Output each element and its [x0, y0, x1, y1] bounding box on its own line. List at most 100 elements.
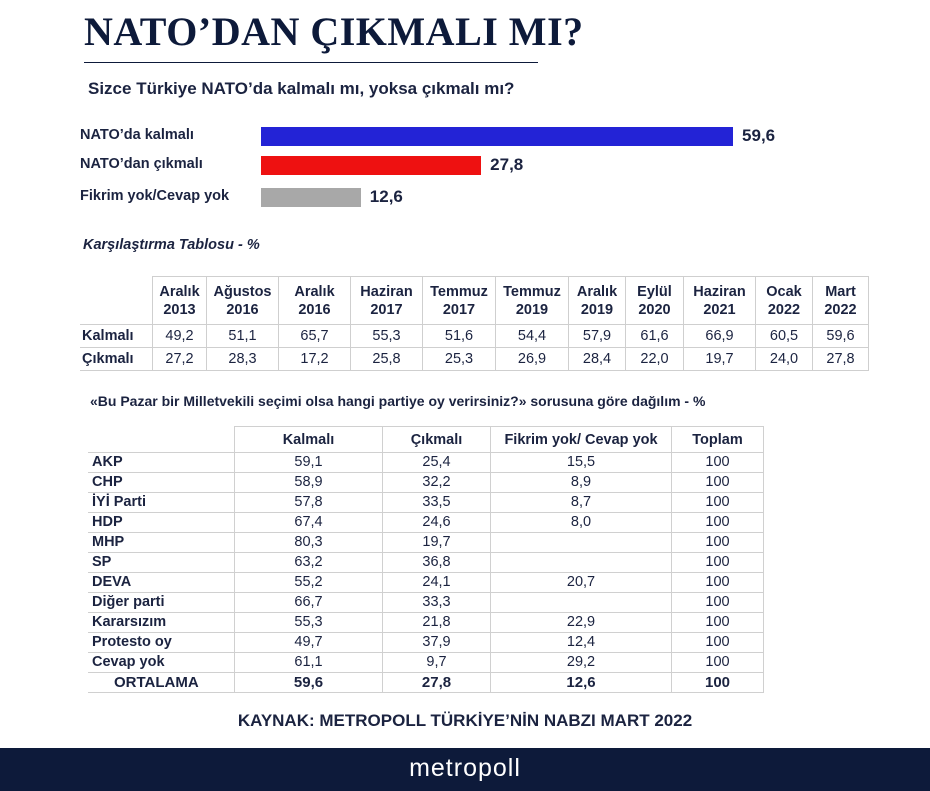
table-cell: 100	[671, 452, 764, 473]
column-year: 2013	[163, 301, 196, 318]
table-cell: 49,2	[152, 324, 207, 348]
comparison-table-title: Karşılaştırma Tablosu - %	[83, 237, 260, 253]
table-row: Cevap yok 61,1 9,7 29,2 100	[88, 652, 764, 673]
table-cell: 22,0	[625, 347, 684, 371]
column-header: Haziran 2021	[683, 276, 756, 325]
table-cell: 100	[671, 552, 764, 573]
corner-cell	[80, 276, 153, 325]
column-month: Haziran	[360, 283, 413, 300]
table-cell: 59,6	[812, 324, 869, 348]
row-label: Kararsızım	[88, 612, 235, 633]
table-cell: 24,0	[755, 347, 813, 371]
table-cell: 33,3	[382, 592, 491, 613]
title-underline	[84, 62, 538, 63]
table-cell: 51,1	[206, 324, 279, 348]
column-month: Aralık	[159, 283, 200, 300]
party-table-title: «Bu Pazar bir Milletvekili seçimi olsa h…	[90, 393, 706, 409]
table-row: AKP 59,1 25,4 15,5 100	[88, 452, 764, 473]
table-cell: 17,2	[278, 347, 351, 371]
table-cell: 37,9	[382, 632, 491, 653]
column-month: Mart	[825, 283, 856, 300]
row-label: MHP	[88, 532, 235, 553]
column-year: 2022	[824, 301, 857, 318]
row-label: ORTALAMA	[88, 672, 235, 693]
table-cell: 57,9	[568, 324, 626, 348]
table-cell: 80,3	[234, 532, 383, 553]
column-header: Haziran 2017	[350, 276, 423, 325]
table-cell	[490, 592, 672, 613]
bar-label: NATO’da kalmalı	[80, 127, 194, 143]
table-cell: 12,6	[490, 672, 672, 693]
table-cell: 8,0	[490, 512, 672, 533]
bar	[261, 188, 361, 207]
table-cell: 49,7	[234, 632, 383, 653]
column-month: Temmuz	[503, 283, 561, 300]
table-cell: 26,9	[495, 347, 569, 371]
table-cell: 29,2	[490, 652, 672, 673]
table-cell: 27,8	[382, 672, 491, 693]
table-cell: 59,6	[234, 672, 383, 693]
table-cell: 100	[671, 572, 764, 593]
table-row: Diğer parti 66,7 33,3 100	[88, 592, 764, 613]
footer-bar: metropoll	[0, 748, 930, 791]
row-label: CHP	[88, 472, 235, 493]
column-year: 2016	[226, 301, 259, 318]
table-row: ORTALAMA 59,6 27,8 12,6 100	[88, 672, 764, 693]
table-cell: 100	[671, 472, 764, 493]
column-header: Aralık 2013	[152, 276, 207, 325]
table-cell: 100	[671, 532, 764, 553]
row-label: Çıkmalı	[80, 347, 153, 371]
table-cell: 24,1	[382, 572, 491, 593]
column-month: Eylül	[637, 283, 672, 300]
column-year: 2020	[638, 301, 671, 318]
row-label: HDP	[88, 512, 235, 533]
table-cell: 32,2	[382, 472, 491, 493]
table-row: MHP 80,3 19,7 100	[88, 532, 764, 553]
bar-value-label: 12,6	[369, 187, 403, 206]
column-header: Toplam	[671, 426, 764, 453]
table-row: Protesto oy 49,7 37,9 12,4 100	[88, 632, 764, 653]
column-month: Haziran	[693, 283, 746, 300]
column-year: 2016	[298, 301, 331, 318]
column-header: Ocak 2022	[755, 276, 813, 325]
table-cell: 100	[671, 652, 764, 673]
table-cell: 61,6	[625, 324, 684, 348]
table-cell: 65,7	[278, 324, 351, 348]
table-row: Kararsızım 55,3 21,8 22,9 100	[88, 612, 764, 633]
table-row: Çıkmalı 27,2 28,3 17,2 25,8 25,3 26,9 28,4 22,0 1…	[80, 347, 869, 371]
table-cell: 100	[671, 592, 764, 613]
column-header: Ağustos 2016	[206, 276, 279, 325]
brand-logo: metropoll	[409, 754, 521, 782]
table-cell: 27,8	[812, 347, 869, 371]
table-row: HDP 67,4 24,6 8,0 100	[88, 512, 764, 533]
table-cell: 24,6	[382, 512, 491, 533]
table-row: İYİ Parti 57,8 33,5 8,7 100	[88, 492, 764, 513]
table-row: SP 63,2 36,8 100	[88, 552, 764, 573]
table-cell: 25,4	[382, 452, 491, 473]
corner-cell	[88, 426, 235, 453]
table-cell: 58,9	[234, 472, 383, 493]
table-cell: 100	[671, 512, 764, 533]
table-cell: 51,6	[422, 324, 496, 348]
table-cell: 61,1	[234, 652, 383, 673]
column-header: Temmuz 2017	[422, 276, 496, 325]
table-cell: 8,7	[490, 492, 672, 513]
bar-value-label: 59,6	[742, 126, 776, 145]
row-label: Diğer parti	[88, 592, 235, 613]
table-cell: 67,4	[234, 512, 383, 533]
table-row: Kalmalı 49,2 51,1 65,7 55,3 51,6 54,4 57,9 61,6 6…	[80, 324, 869, 348]
table-cell: 27,2	[152, 347, 207, 371]
column-year: 2021	[703, 301, 736, 318]
column-year: 2019	[580, 301, 614, 318]
page-title: NATO’DAN ÇIKMALI MI?	[84, 9, 584, 54]
row-label: Cevap yok	[88, 652, 235, 673]
table-cell: 15,5	[490, 452, 672, 473]
table-cell: 9,7	[382, 652, 491, 673]
table-cell: 66,7	[234, 592, 383, 613]
table-cell: 55,3	[234, 612, 383, 633]
table-cell: 66,9	[683, 324, 756, 348]
column-month: Aralık	[576, 283, 618, 300]
party-table: Kalmalı Çıkmalı Fikrim yok/ Cevap yok Topla…	[88, 426, 764, 693]
column-header: Mart 2022	[812, 276, 869, 325]
table-cell: 19,7	[382, 532, 491, 553]
